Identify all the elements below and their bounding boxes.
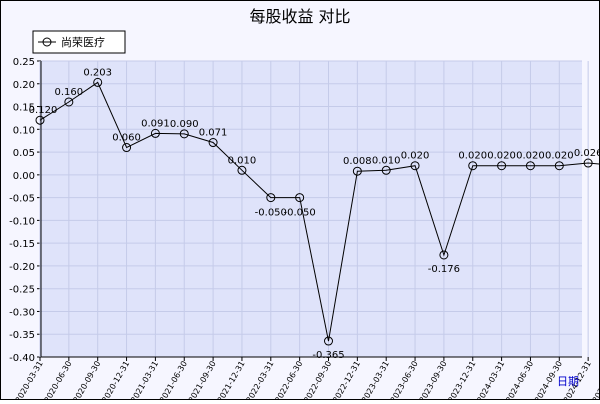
y-tick-label: 0.10 xyxy=(13,125,35,136)
y-tick-label: -0.10 xyxy=(9,216,35,227)
y-tick-label: -0.35 xyxy=(9,330,35,341)
data-point xyxy=(64,97,74,107)
data-label: 0.010 xyxy=(228,155,257,166)
data-label: 0.091 xyxy=(141,118,170,129)
data-point xyxy=(554,161,564,171)
legend-label: 尚荣医疗 xyxy=(61,35,105,49)
data-point xyxy=(381,165,391,175)
x-tick-label: 2023-03-31 xyxy=(360,360,391,400)
x-tick-label: 2021-12-31 xyxy=(216,360,247,400)
series-line xyxy=(39,81,600,342)
y-tick-label: -0.20 xyxy=(9,262,35,273)
data-point xyxy=(468,161,478,171)
data-label: 0.010 xyxy=(372,155,401,166)
data-point xyxy=(525,161,535,171)
x-tick-label: 2021-03-31 xyxy=(129,360,160,400)
x-tick-label: 2023-06-30 xyxy=(389,360,420,400)
y-tick-label: 0.15 xyxy=(13,103,35,114)
data-point xyxy=(266,193,276,203)
data-point xyxy=(150,128,160,138)
y-tick-label: -0.25 xyxy=(9,285,35,296)
x-tick-label: 2024-03-31 xyxy=(475,359,506,399)
chart-title: 每股收益 对比 xyxy=(249,7,350,26)
x-tick-label: 2022-09-30 xyxy=(302,360,333,400)
x-tick-label: 2023-09-30 xyxy=(418,360,449,400)
data-label: -0.365 xyxy=(312,350,344,361)
legend-marker xyxy=(42,37,52,47)
x-tick-label: 2022-03-31 xyxy=(244,360,275,400)
x-tick-label: 2020-03-31 xyxy=(14,360,45,400)
data-label: -0.176 xyxy=(428,264,460,275)
x-tick-label: 2022-06-30 xyxy=(273,360,304,400)
data-point xyxy=(208,138,218,148)
data-label: 0.020 xyxy=(487,151,516,162)
x-tick-label: 2020-09-30 xyxy=(71,360,102,400)
data-point xyxy=(93,77,103,87)
x-tick-label: 2023-12-31 xyxy=(446,360,477,400)
data-point xyxy=(324,336,333,346)
x-tick-label: 2021-09-30 xyxy=(187,360,218,400)
y-tick-label: 0.05 xyxy=(13,148,35,159)
data-label: 0.120 xyxy=(29,105,58,116)
y-tick-label: 0.20 xyxy=(13,80,35,91)
legend: 尚荣医疗 xyxy=(32,30,126,54)
x-tick-label: 2021-06-30 xyxy=(158,360,189,400)
data-label: 0.020 xyxy=(545,151,574,162)
legend-box xyxy=(32,30,126,54)
data-label: 0.008 xyxy=(343,156,372,167)
data-point xyxy=(122,143,132,153)
data-point xyxy=(295,193,305,203)
data-label: 0.026 xyxy=(574,148,599,159)
y-tick-label: -0.15 xyxy=(9,239,35,250)
data-point xyxy=(35,115,45,125)
data-point xyxy=(237,165,247,175)
data-point xyxy=(497,161,507,171)
data-label: 0.020 xyxy=(516,151,545,162)
y-tick-label: 0.25 xyxy=(13,57,35,68)
data-point xyxy=(583,158,593,168)
data-label: 0.160 xyxy=(55,87,84,98)
y-tick-label: 0.00 xyxy=(13,171,35,182)
x-axis-label: 日期 xyxy=(557,375,579,388)
data-point xyxy=(410,161,420,171)
data-label: 0.090 xyxy=(170,119,199,130)
x-tick-label: 2020-12-31 xyxy=(100,360,131,400)
x-tick-label: 2024-06-30 xyxy=(504,360,535,400)
data-label: 0.020 xyxy=(401,151,430,162)
y-tick-label: -0.40 xyxy=(9,353,35,364)
data-point xyxy=(179,129,189,139)
y-tick-label: -0.05 xyxy=(9,194,35,205)
data-point xyxy=(352,166,362,176)
x-tick-label: 2020-06-30 xyxy=(43,360,74,400)
plot-area xyxy=(41,61,582,357)
data-label: -0.050 xyxy=(255,208,287,219)
data-label: -0.050 xyxy=(284,208,316,219)
data-point xyxy=(439,250,449,260)
x-tick-label: 2022-12-31 xyxy=(331,360,362,400)
data-label: 0.020 xyxy=(458,151,487,162)
y-tick-label: -0.30 xyxy=(9,307,35,318)
data-label: 0.060 xyxy=(112,133,141,144)
data-label: 0.203 xyxy=(83,67,112,78)
data-label: 0.071 xyxy=(199,128,228,139)
